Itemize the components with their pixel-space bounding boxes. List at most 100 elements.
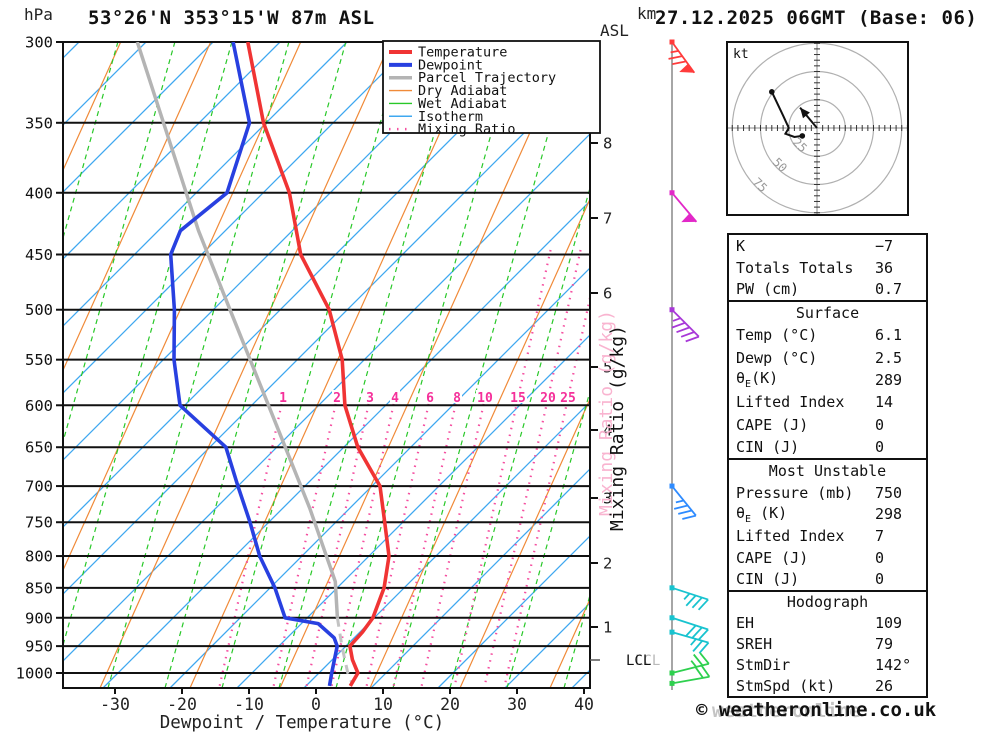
svg-text:500: 500 (25, 301, 53, 319)
table-row-label: Lifted Index (736, 393, 845, 412)
table-row: CIN (J) 0 (729, 568, 926, 590)
wind-barb (669, 615, 709, 641)
table-row: K −7 (729, 235, 926, 257)
svg-text:20: 20 (540, 391, 556, 406)
xaxis-label: Dewpoint / Temperature (°C) (160, 713, 444, 733)
wet-adiabat-lines (63, 42, 590, 688)
svg-text:850: 850 (25, 579, 53, 597)
table-row-value: 14 (875, 393, 894, 412)
table-section: Surface Temp (°C) 6.1 Dewp (°C) 2.5 θE(K) 289 L… (729, 300, 926, 458)
lcl-label: LCL (626, 653, 651, 669)
wind-barb (669, 629, 710, 654)
table-row-label: Lifted Index (736, 526, 845, 545)
table-row-label: Temp (°C) (736, 326, 818, 345)
svg-text:600: 600 (25, 397, 53, 415)
svg-text:1: 1 (603, 619, 612, 637)
svg-text:8: 8 (603, 135, 612, 153)
svg-text:-10: -10 (234, 695, 264, 714)
table-row-value: 36 (875, 258, 894, 277)
svg-text:10: 10 (373, 695, 393, 714)
table-row-label: CIN (J) (736, 570, 800, 589)
wind-barb (669, 585, 709, 611)
storm-motion-arrow (799, 107, 818, 129)
table-row-value: 7 (875, 526, 885, 545)
table-row-label: CAPE (J) (736, 415, 809, 434)
table-row: Pressure (mb) 750 (729, 482, 926, 504)
wind-barb (669, 190, 698, 223)
svg-text:950: 950 (25, 638, 53, 656)
svg-text:700: 700 (25, 478, 53, 496)
svg-text:900: 900 (25, 609, 53, 627)
svg-text:40: 40 (574, 695, 594, 714)
temperature-curve (246, 42, 391, 687)
svg-text:800: 800 (25, 548, 53, 566)
dry-adiabat-lines (63, 42, 590, 688)
asl-unit-label: ASL (600, 21, 629, 40)
indices-table: K −7 Totals Totals 36 PW (cm) 0.7 Surface Temp … (727, 233, 928, 698)
svg-text:15: 15 (510, 391, 526, 406)
table-row: CAPE (J) 0 (729, 547, 926, 569)
svg-text:Isotherm: Isotherm (418, 109, 483, 125)
table-section-header: Surface (795, 304, 860, 323)
watermark-ghost: weatheronline (712, 700, 861, 722)
temperature-axis: -30 -20 -10 0 10 20 30 40 (100, 688, 594, 714)
table-section: Most Unstable Pressure (mb) 750 θE (K) 298 Li… (729, 458, 926, 590)
svg-text:4: 4 (603, 422, 612, 440)
svg-text:3: 3 (603, 490, 612, 508)
table-row-value: 6.1 (875, 326, 903, 345)
parcel-curve-solid (135, 42, 340, 618)
svg-text:-30: -30 (100, 695, 130, 714)
table-row-label: Pressure (mb) (736, 483, 854, 502)
table-row: Dewp (°C) 2.5 (729, 347, 926, 369)
table-row-value: 750 (875, 483, 903, 502)
svg-text:450: 450 (25, 246, 53, 264)
table-row-value: 142° (875, 655, 912, 674)
table-row-value: 0 (875, 437, 885, 456)
pressure-axis: 300 350 400 450 500 550 600 650 700 750 800 850 900 9… (16, 34, 63, 683)
svg-text:300: 300 (25, 34, 53, 52)
wind-barb (669, 664, 711, 686)
table-row: Lifted Index 7 (729, 525, 926, 547)
table-row-value: 109 (875, 614, 903, 633)
table-row: StmSpd (kt) 26 (729, 675, 926, 696)
svg-text:Mixing Ratio: Mixing Ratio (418, 122, 516, 138)
pressure-unit-label: hPa (24, 5, 53, 24)
svg-text:Mixing Ratio (g/kg): Mixing Ratio (g/kg) (607, 325, 628, 531)
table-row-value: 298 (875, 505, 903, 524)
table-section: Hodograph EH 109 SREH 79 StmDir 142° StmSpd (kt… (729, 590, 926, 696)
svg-text:Temperature: Temperature (418, 45, 507, 61)
svg-text:350: 350 (25, 114, 53, 132)
datetime-title: 27.12.2025 06GMT (Base: 06) (655, 7, 978, 29)
table-row-label: PW (cm) (736, 280, 800, 299)
svg-text:5: 5 (603, 359, 612, 377)
svg-text:2: 2 (333, 391, 341, 406)
table-row-value: −7 (875, 236, 894, 255)
table-row-value: 289 (875, 370, 903, 389)
svg-text:3: 3 (366, 391, 374, 406)
table-row-value: 0.7 (875, 280, 903, 299)
table-row-label: EH (736, 614, 755, 633)
table-row-label: CAPE (J) (736, 548, 809, 567)
mixing-ratio-labels: 1 2 3 4 6 8 10 15 20 25 (278, 390, 577, 406)
table-row-value: 79 (875, 634, 894, 653)
table-row: CAPE (J) 0 (729, 413, 926, 435)
table-section-header: Most Unstable (768, 461, 887, 480)
svg-text:Dewpoint / Temperature (°C): Dewpoint / Temperature (°C) (160, 713, 444, 733)
wind-barb (669, 483, 697, 520)
wind-barb (668, 39, 696, 74)
svg-text:2: 2 (603, 555, 612, 573)
table-row: Lifted Index 14 (729, 391, 926, 413)
table-row: θE (K) 298 (729, 503, 926, 525)
table-row: EH 109 (729, 613, 926, 634)
table-row-label: StmDir (736, 655, 791, 674)
svg-text:4: 4 (391, 391, 399, 406)
dewpoint-curve (168, 42, 339, 687)
svg-text:400: 400 (25, 184, 53, 202)
table-row: θE(K) 289 (729, 369, 926, 391)
table-row: StmDir 142° (729, 654, 926, 675)
plot-border (62, 41, 591, 689)
svg-text:550: 550 (25, 351, 53, 369)
table-row-label: SREH (736, 634, 773, 653)
